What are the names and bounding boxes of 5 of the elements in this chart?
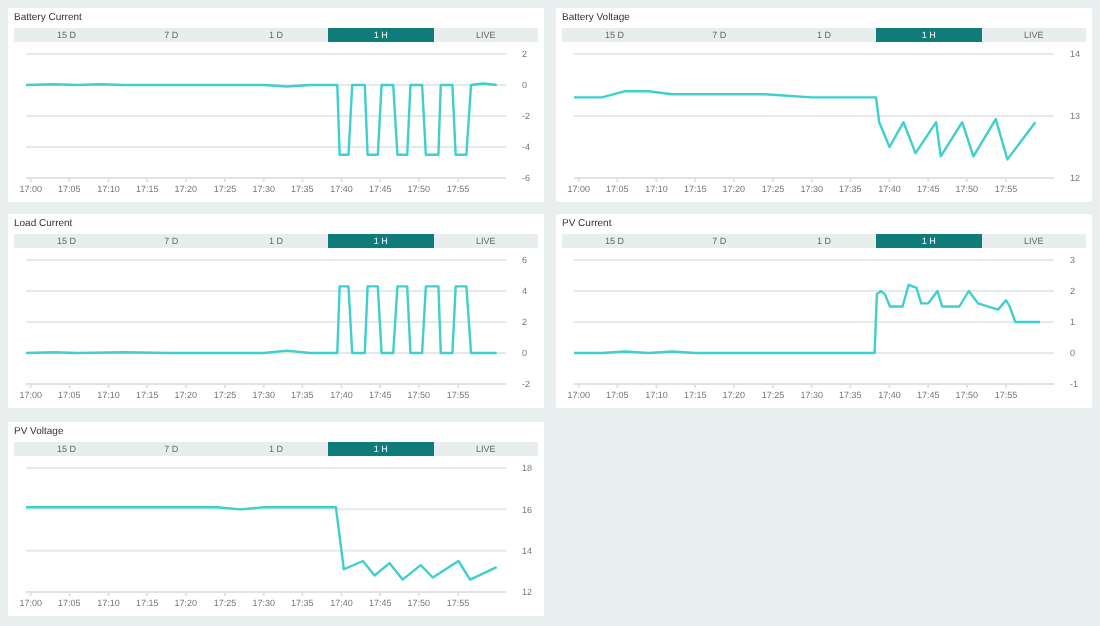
line-series	[26, 82, 498, 156]
line-series	[574, 90, 1037, 161]
line-series	[26, 505, 498, 581]
line-series	[574, 284, 1042, 355]
line-series	[26, 285, 498, 355]
